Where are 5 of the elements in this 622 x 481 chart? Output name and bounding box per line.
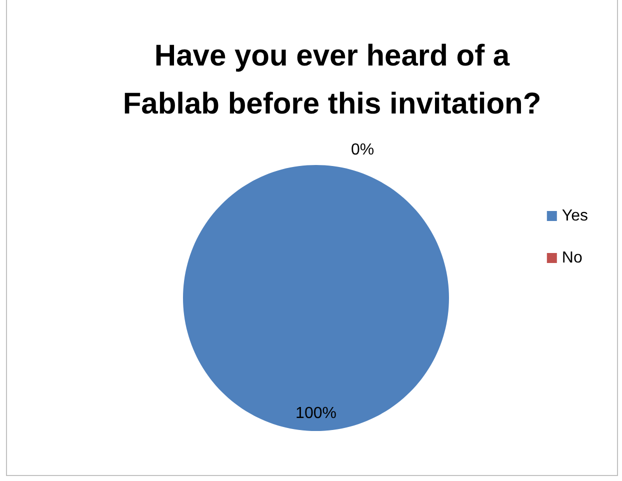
data-label: 100% <box>296 405 336 422</box>
chart-title: Have you ever heard of a Fablab before this invitation? <box>122 40 542 120</box>
text: 0% <box>351 142 374 158</box>
legend-label: Yes <box>562 208 588 224</box>
legend-label: No <box>562 250 582 266</box>
